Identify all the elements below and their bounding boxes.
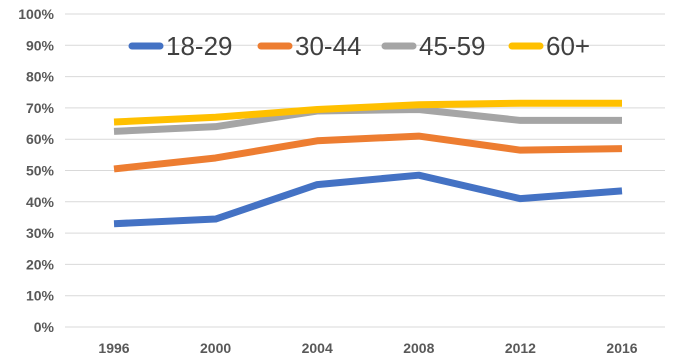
y-tick-label: 90% (26, 37, 55, 53)
y-tick-label: 80% (26, 69, 55, 85)
legend-label: 18-29 (166, 31, 233, 61)
y-tick-label: 20% (26, 256, 55, 272)
series-line-60plus (113, 99, 622, 126)
x-tick-label: 2000 (200, 340, 231, 356)
y-axis: 0% 10% 20% 30% 40% 50% 60% 70% 80% 90% 100% (18, 6, 54, 335)
x-tick-label: 1996 (98, 340, 129, 356)
x-axis: 1996 2000 2004 2008 2012 2016 (98, 340, 637, 356)
legend-label: 30-44 (295, 31, 362, 61)
x-tick-label: 2016 (606, 340, 637, 356)
y-tick-label: 10% (26, 288, 55, 304)
x-tick-label: 2012 (505, 340, 536, 356)
series-line-18-29 (113, 171, 623, 228)
series-lines (113, 99, 623, 228)
x-tick-label: 2004 (302, 340, 333, 356)
y-tick-label: 50% (26, 163, 55, 179)
y-tick-label: 60% (26, 131, 55, 147)
y-tick-label: 0% (34, 319, 55, 335)
y-tick-label: 30% (26, 225, 55, 241)
legend: 18-29 30-44 45-59 60+ (128, 31, 590, 61)
gridlines (65, 13, 665, 328)
legend-label: 60+ (546, 31, 590, 61)
series-line-30-44 (113, 132, 623, 173)
y-tick-label: 70% (26, 100, 55, 116)
y-tick-label: 100% (18, 6, 54, 22)
legend-label: 45-59 (419, 31, 486, 61)
y-tick-label: 40% (26, 194, 55, 210)
x-tick-label: 2008 (403, 340, 434, 356)
